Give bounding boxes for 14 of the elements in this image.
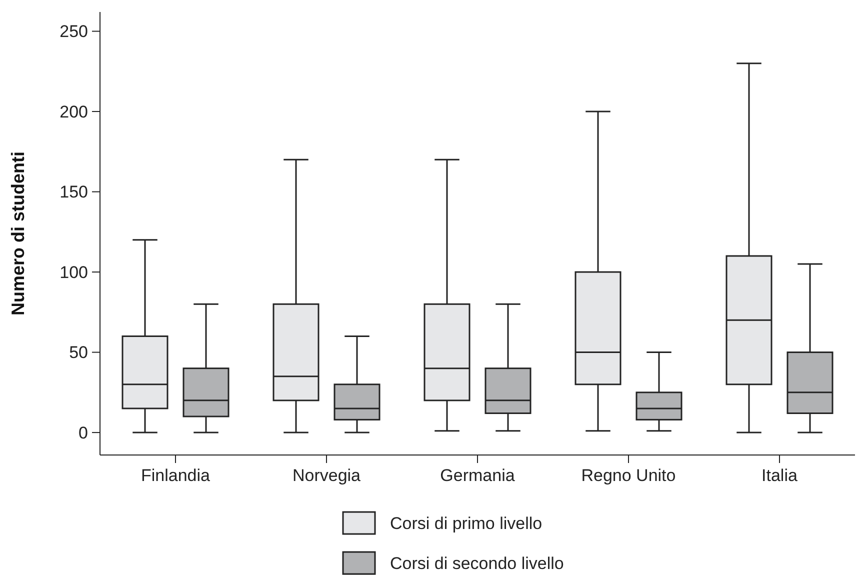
legend-label: Corsi di primo livello (390, 514, 542, 533)
x-tick-label: Norvegia (292, 466, 362, 485)
y-tick-label: 200 (60, 102, 88, 122)
x-tick-label: Finlandia (141, 466, 211, 485)
x-tick-label: Germania (440, 466, 516, 485)
y-tick-label: 0 (78, 423, 88, 442)
y-axis-title: Numero di studenti (8, 151, 28, 316)
x-tick-label: Regno Unito (581, 466, 676, 485)
y-tick-label: 150 (60, 182, 88, 202)
legend-label: Corsi di secondo livello (390, 554, 564, 573)
y-tick-label: 100 (60, 262, 88, 282)
y-tick-label: 250 (60, 22, 88, 42)
x-tick-label: Italia (762, 466, 798, 485)
y-tick-label: 50 (69, 343, 88, 362)
